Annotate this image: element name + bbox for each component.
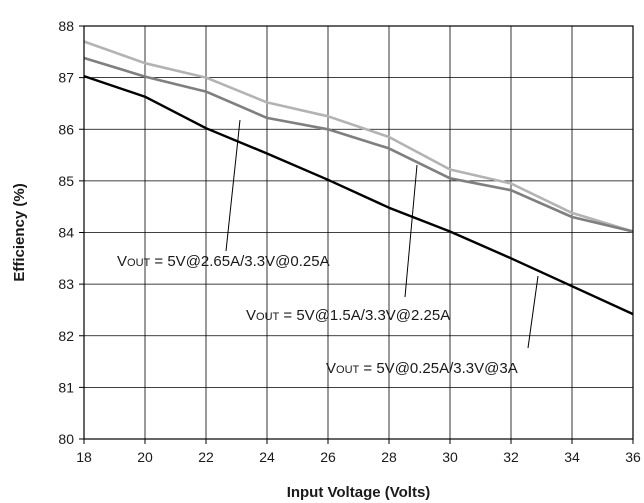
y-tick-label: 82 xyxy=(58,328,74,344)
x-tick-label: 26 xyxy=(320,449,336,465)
tick-labels: 18 20 22 24 26 28 30 32 34 36 80 81 82 83 84 85 86 87 88 xyxy=(58,18,641,465)
series-annotations: VOUT = 5V@2.65A/3.3V@0.25A VOUT = 5V@1.5A… xyxy=(117,119,539,377)
series-label-3: VOUT = 5V@0.25A/3.3V@3A xyxy=(326,360,518,377)
y-tick-label: 84 xyxy=(58,225,74,241)
annotation-leader-3 xyxy=(527,275,539,349)
y-tick-label: 80 xyxy=(58,431,74,447)
annotation-leader-2 xyxy=(404,164,418,298)
y-tick-label: 88 xyxy=(58,18,74,34)
x-tick-label: 24 xyxy=(259,449,275,465)
y-tick-label: 85 xyxy=(58,173,74,189)
y-axis-title: Efficiency (%) xyxy=(11,183,28,281)
series-line-3 xyxy=(83,74,634,316)
x-tick-label: 32 xyxy=(503,449,519,465)
y-tick-label: 86 xyxy=(58,121,74,137)
y-tick-label: 81 xyxy=(58,379,74,395)
annotation-leader-1 xyxy=(225,119,241,252)
x-tick-label: 28 xyxy=(381,449,397,465)
x-tick-label: 20 xyxy=(137,449,153,465)
data-series xyxy=(83,40,634,316)
series-label-1: VOUT = 5V@2.65A/3.3V@0.25A xyxy=(117,253,330,270)
x-tick-label: 30 xyxy=(442,449,458,465)
y-tick-label: 83 xyxy=(58,276,74,292)
x-tick-label: 36 xyxy=(625,449,641,465)
series-line-1 xyxy=(83,40,634,233)
y-tick-label: 87 xyxy=(58,70,74,86)
x-tick-label: 18 xyxy=(76,449,92,465)
plot-frame xyxy=(83,25,634,440)
series-label-2: VOUT = 5V@1.5A/3.3V@2.25A xyxy=(246,307,450,324)
series-line-2 xyxy=(83,56,634,233)
x-tick-label: 22 xyxy=(198,449,214,465)
x-axis-title: Input Voltage (Volts) xyxy=(287,484,431,501)
x-tick-label: 34 xyxy=(564,449,580,465)
grid-lines xyxy=(79,25,634,444)
